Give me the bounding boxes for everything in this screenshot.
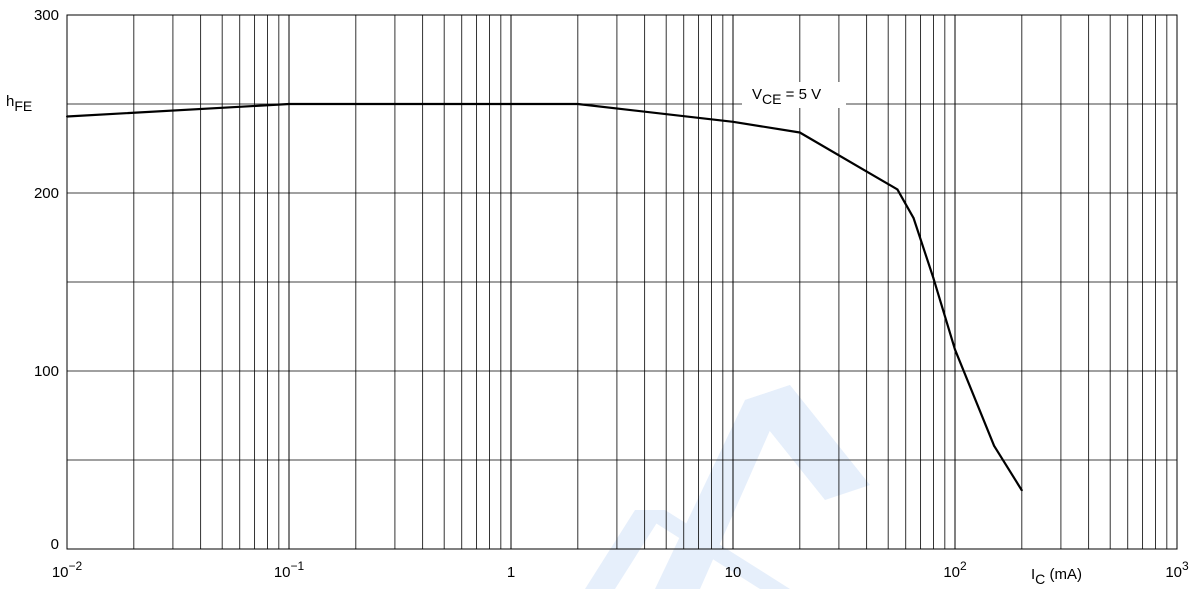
x-axis-label-sub: C [1035,571,1045,587]
data-point [1020,489,1023,492]
y-tick-label: 100 [34,363,59,380]
annotation-background [742,82,846,108]
x-tick-label-exponent: −1 [291,559,305,573]
x-tick-label-exponent: 2 [960,559,967,573]
plot-frame [66,14,1178,550]
x-tick-labels: 10−2 10−1 1 10 102 103 [52,559,1189,581]
x-axis-label-background [1026,562,1114,588]
data-point [865,170,868,173]
x-tick-label-base: 10 [725,564,742,581]
x-tick-label-exponent: 3 [1182,559,1189,573]
x-tick-label-base: 10 [274,564,291,581]
x-tick-label-exponent: −2 [69,559,83,573]
y-axis-label-main: h [6,93,14,110]
x-tick-label-base: 1 [507,564,515,581]
data-point [288,103,290,105]
data-point [896,188,899,191]
data-point [993,444,996,447]
data-point [798,131,801,134]
vce-annotation-main: V [752,86,762,103]
x-tick-label: 10−2 [52,559,83,581]
x-tick-label-base: 10 [1165,564,1182,581]
x-tick-label: 103 [1165,559,1189,581]
data-point [66,115,68,118]
y-axis-label: hFE [6,93,32,114]
data-point [954,348,956,351]
y-tick-label: 300 [34,7,59,24]
x-tick-label: 102 [943,559,967,581]
y-tick-label: 0 [51,536,59,553]
data-point [932,277,935,280]
series-line-vce-5v [66,102,1023,491]
data-point [732,120,734,123]
vce-annotation-suffix: = 5 V [781,86,821,103]
x-tick-label: 1 [507,564,515,581]
x-tick-label-base: 10 [52,564,69,581]
y-axis-label-sub: FE [14,98,32,114]
x-axis-label-main: I [1031,566,1035,583]
y-tick-labels: 0 100 200 300 [34,7,59,553]
y-tick-label: 200 [34,185,59,202]
x-tick-label: 10−1 [274,559,305,581]
vce-annotation: VCE = 5 V [752,86,821,107]
data-points [66,103,1023,492]
x-axis-label-suffix: (mA) [1045,566,1082,583]
data-point [576,103,579,105]
vce-annotation-sub: CE [762,91,781,107]
x-tick-label: 10 [725,564,742,581]
x-axis-label: IC (mA) [1031,566,1082,587]
x-tick-label-base: 10 [943,564,960,581]
data-point [912,216,915,219]
